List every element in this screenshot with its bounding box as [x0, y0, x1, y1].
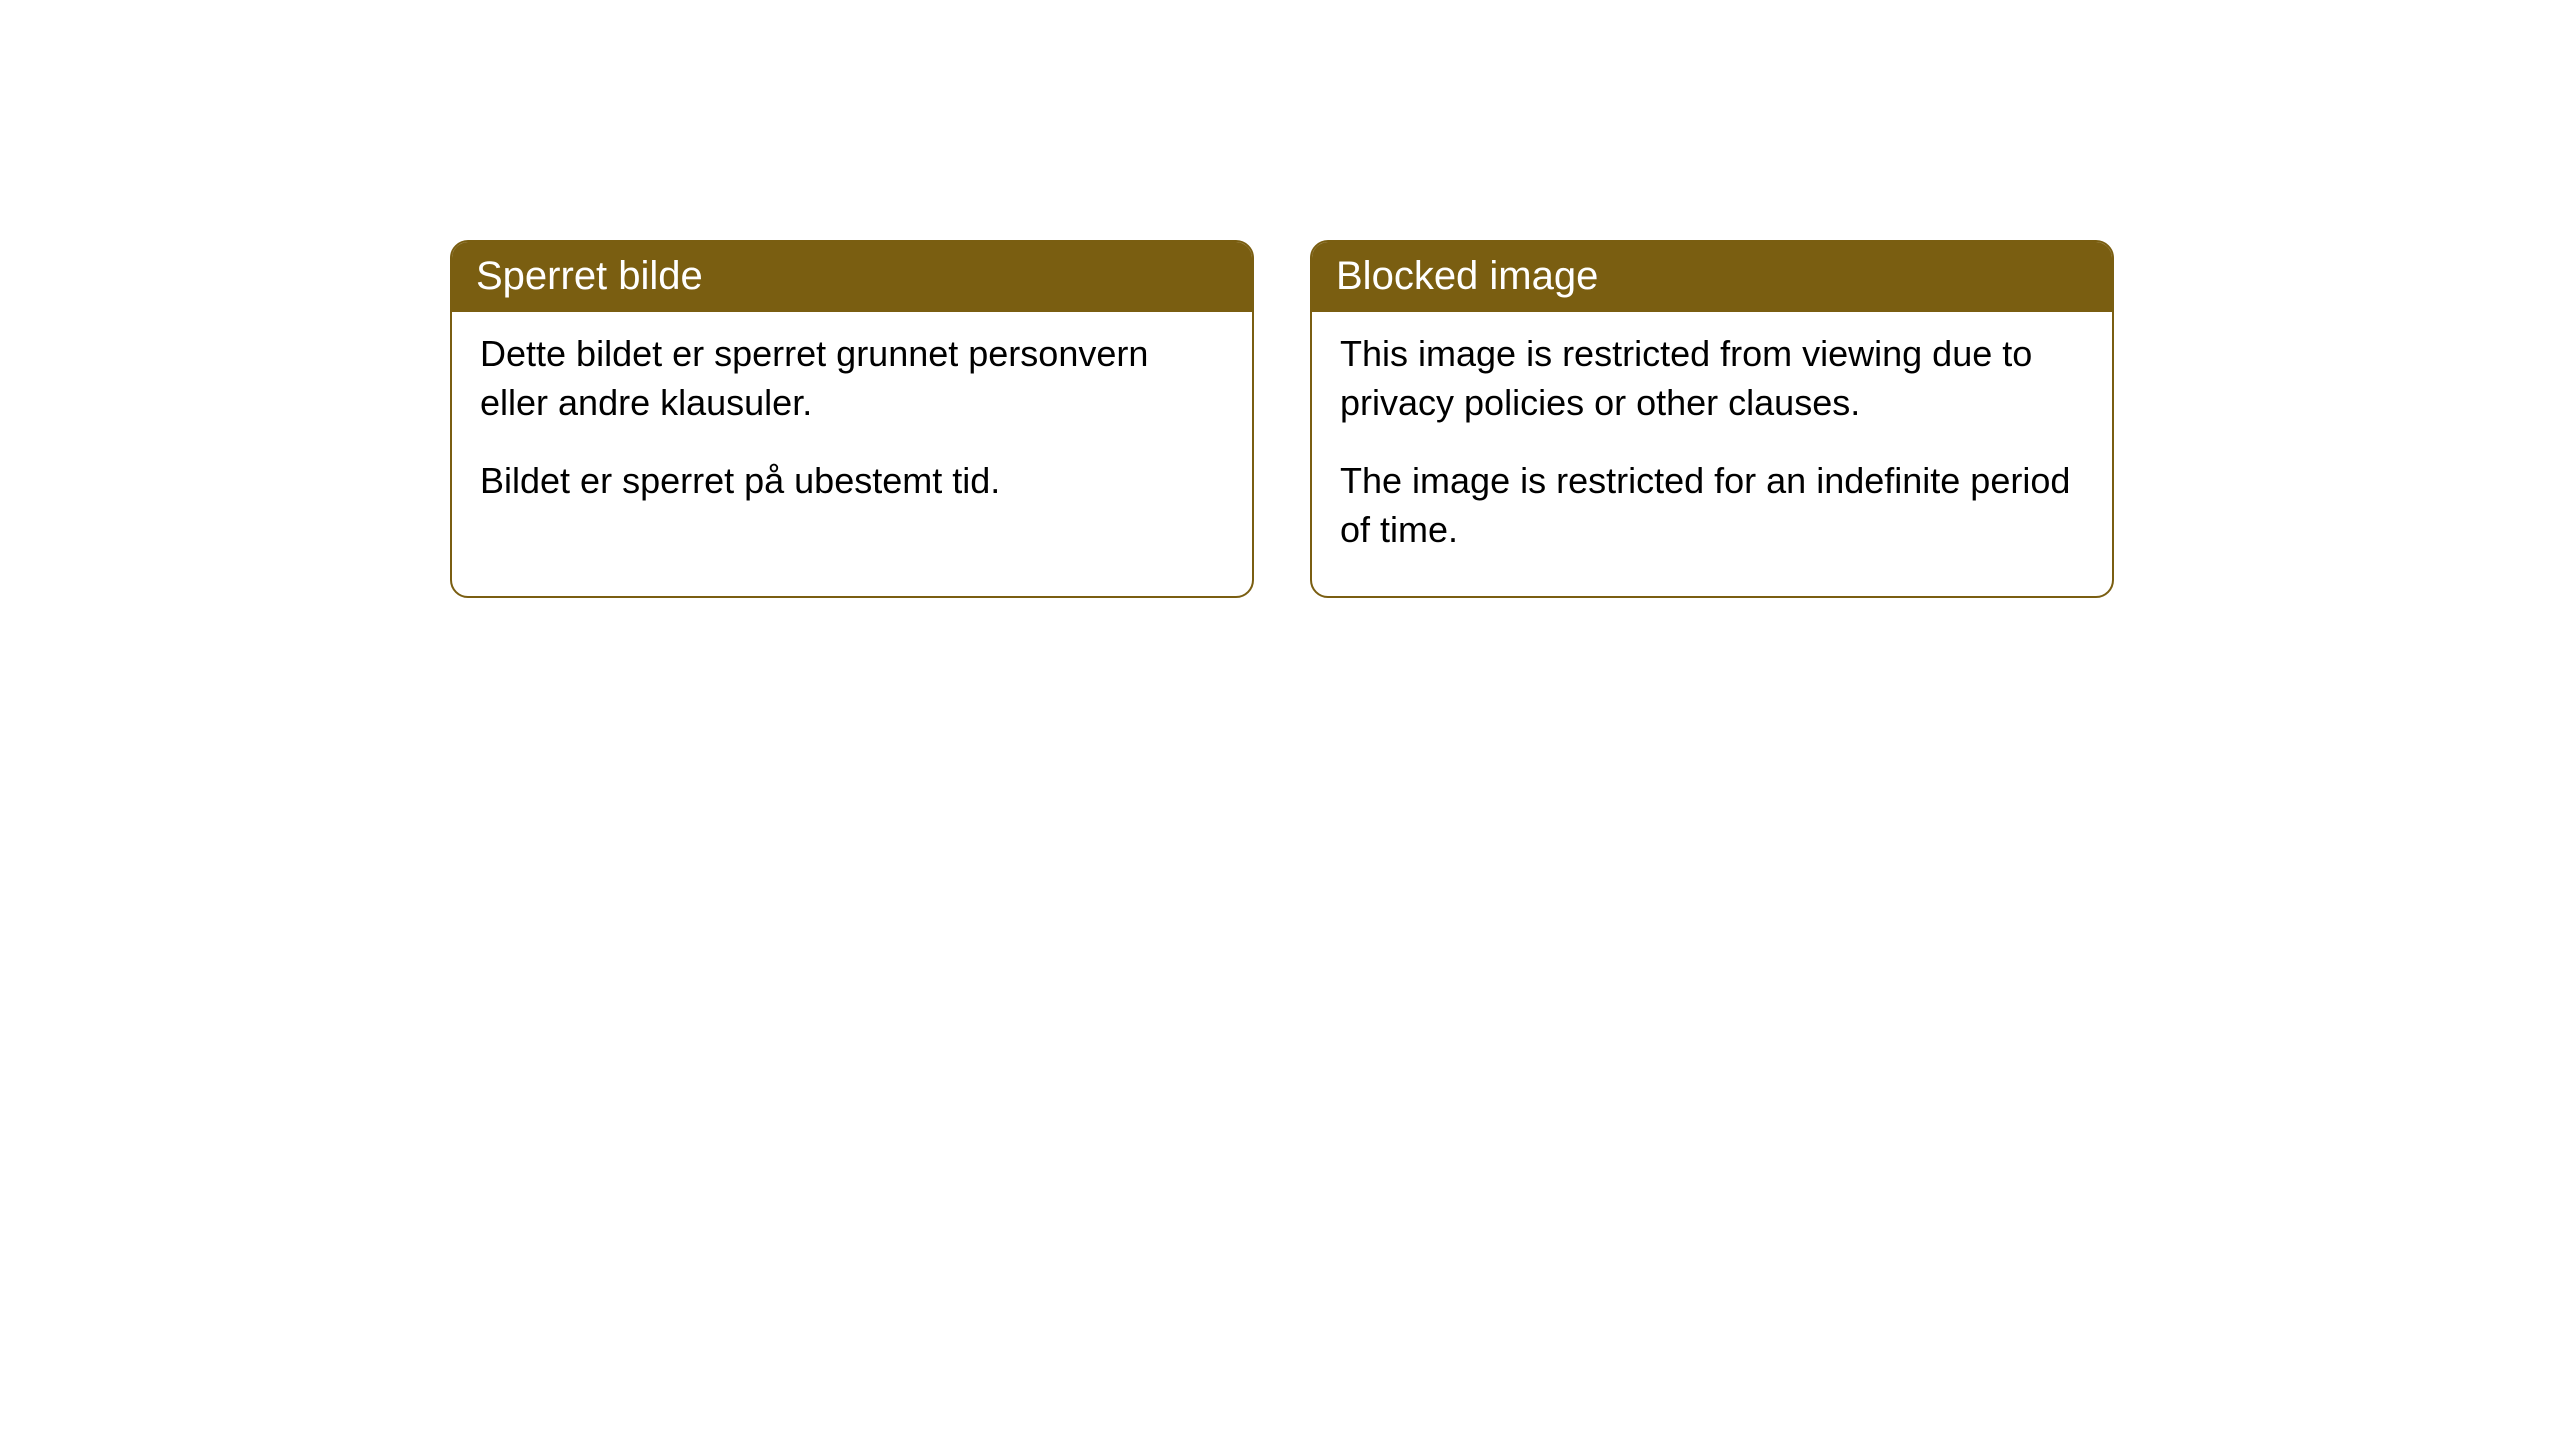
card-body: Dette bildet er sperret grunnet personve… — [452, 312, 1252, 548]
card-paragraph: Dette bildet er sperret grunnet personve… — [480, 330, 1224, 427]
blocked-image-card-en: Blocked image This image is restricted f… — [1310, 240, 2114, 598]
blocked-image-card-no: Sperret bilde Dette bildet er sperret gr… — [450, 240, 1254, 598]
card-header: Sperret bilde — [452, 242, 1252, 312]
card-paragraph: Bildet er sperret på ubestemt tid. — [480, 457, 1224, 506]
card-header: Blocked image — [1312, 242, 2112, 312]
card-paragraph: This image is restricted from viewing du… — [1340, 330, 2084, 427]
card-paragraph: The image is restricted for an indefinit… — [1340, 457, 2084, 554]
card-body: This image is restricted from viewing du… — [1312, 312, 2112, 596]
cards-container: Sperret bilde Dette bildet er sperret gr… — [450, 240, 2114, 598]
